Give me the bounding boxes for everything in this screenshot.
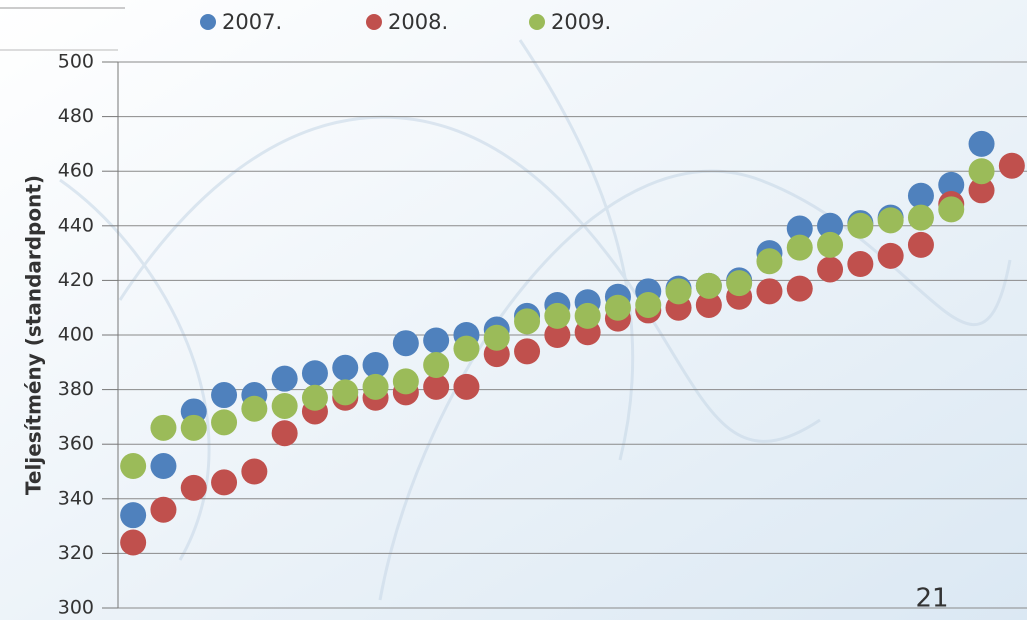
- dot: [271, 365, 298, 392]
- dot: [211, 469, 238, 496]
- y-tick-label: 480: [58, 105, 94, 127]
- dot: [635, 291, 662, 318]
- dot: [604, 294, 631, 321]
- y-tick-label: 500: [58, 51, 94, 73]
- dot: [483, 324, 510, 351]
- dot: [150, 496, 177, 523]
- dot: [120, 453, 147, 480]
- dot: [514, 308, 541, 335]
- dot: [423, 373, 450, 400]
- dot: [907, 182, 934, 209]
- dot: [726, 270, 753, 297]
- dot: [211, 409, 238, 436]
- dot: [150, 414, 177, 441]
- legend-marker: [366, 14, 382, 30]
- dot: [332, 354, 359, 381]
- dot: [362, 352, 389, 379]
- y-tick-label: 340: [58, 487, 94, 509]
- y-tick-label: 460: [58, 160, 94, 182]
- dot: [271, 392, 298, 419]
- dot: [907, 204, 934, 231]
- dot: [423, 327, 450, 354]
- dot: [968, 158, 995, 185]
- dot: [998, 152, 1025, 179]
- dot: [756, 278, 783, 305]
- dot: [392, 368, 419, 395]
- dot: [877, 242, 904, 269]
- dot: [817, 231, 844, 258]
- dot: [817, 212, 844, 239]
- dot: [271, 420, 298, 447]
- dot: [150, 453, 177, 480]
- dot: [180, 474, 207, 501]
- dot: [907, 231, 934, 258]
- dot: [453, 373, 480, 400]
- dot: [786, 215, 813, 242]
- dot: [817, 256, 844, 283]
- dot: [544, 302, 571, 329]
- dot: [120, 502, 147, 529]
- y-tick-label: 380: [58, 378, 94, 400]
- page-number: 21: [915, 584, 948, 614]
- dot: [180, 414, 207, 441]
- y-tick-label: 400: [58, 324, 94, 346]
- dot: [544, 322, 571, 348]
- legend-marker: [200, 14, 216, 30]
- y-tick-label: 440: [58, 214, 94, 236]
- dot: [423, 352, 450, 379]
- dot: [847, 251, 874, 278]
- dot: [877, 207, 904, 234]
- y-tick-label: 320: [58, 542, 94, 564]
- dot: [938, 171, 965, 198]
- dot: [332, 379, 359, 406]
- y-tick-label: 420: [58, 269, 94, 291]
- legend-label: 2009.: [551, 10, 611, 34]
- dot: [514, 338, 541, 365]
- dot: [695, 272, 722, 299]
- dot: [241, 395, 268, 422]
- dot: [695, 291, 722, 318]
- legend-label: 2007.: [222, 10, 282, 34]
- dot: [301, 384, 328, 411]
- dot: [120, 529, 147, 556]
- dot: [362, 373, 389, 400]
- dot: [453, 335, 480, 362]
- dot: [786, 234, 813, 261]
- dot: [392, 330, 419, 357]
- dot: [847, 212, 874, 239]
- y-axis-title: Teljesítmény (standardpont): [22, 175, 46, 495]
- dot: [968, 130, 995, 157]
- dot: [665, 278, 692, 305]
- legend-marker: [529, 14, 545, 30]
- dot: [211, 382, 238, 409]
- dot: [756, 248, 783, 275]
- decoration: [59, 39, 1012, 601]
- dot: [786, 275, 813, 302]
- dot: [574, 302, 601, 329]
- dot: [938, 196, 965, 223]
- dot: [301, 360, 328, 387]
- dot: [968, 177, 995, 204]
- dot: [241, 458, 268, 485]
- legend-label: 2008.: [388, 10, 448, 34]
- y-tick-label: 360: [58, 433, 94, 455]
- y-tick-label: 300: [58, 597, 94, 619]
